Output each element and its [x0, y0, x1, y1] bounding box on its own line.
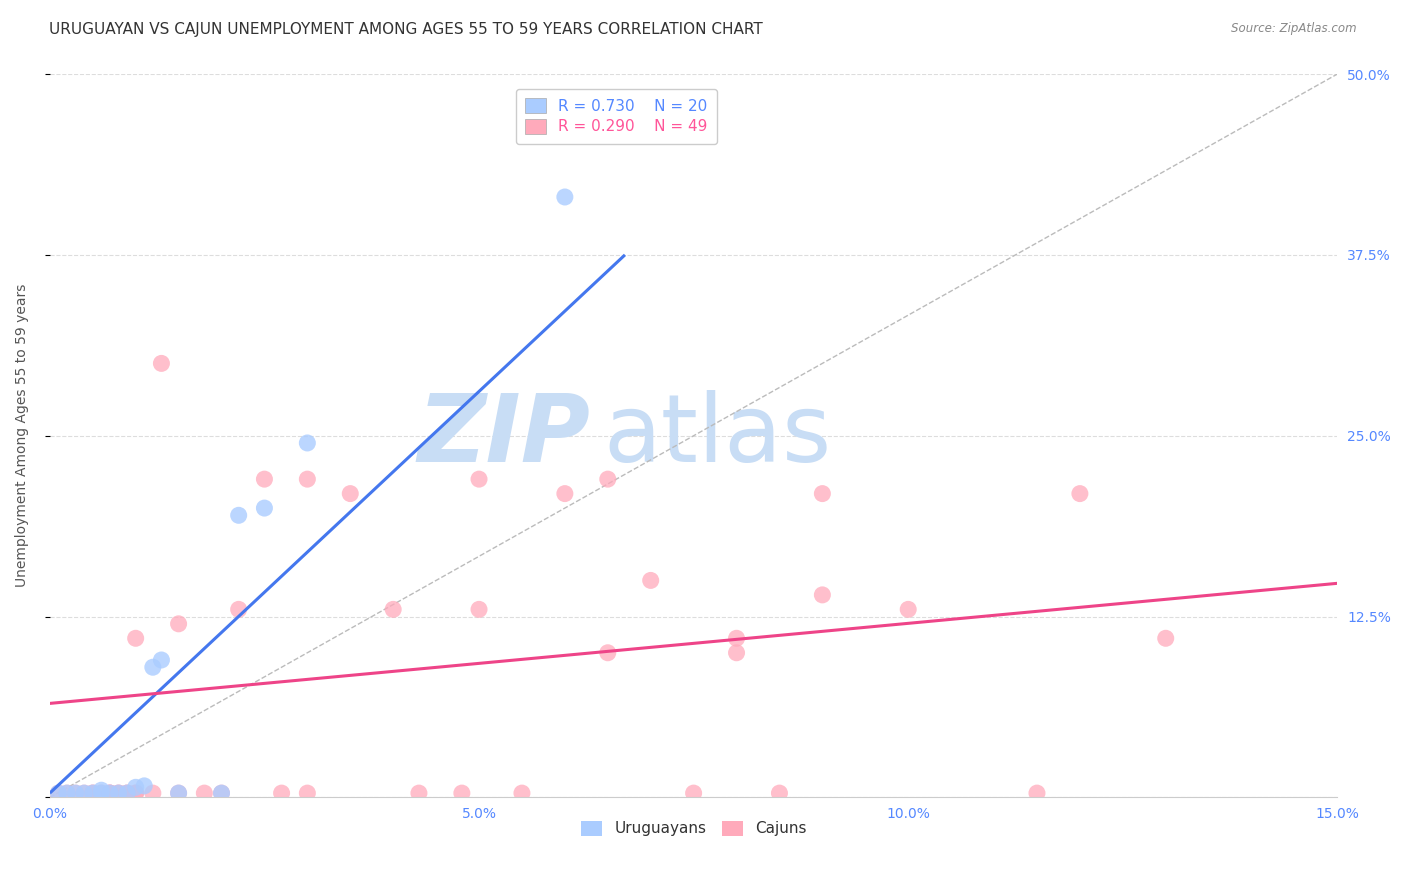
Point	[596, 646, 619, 660]
Point	[682, 786, 704, 800]
Point	[134, 779, 156, 793]
Point	[167, 786, 190, 800]
Text: ZIP: ZIP	[418, 390, 591, 482]
Point	[270, 786, 292, 800]
Point	[339, 486, 361, 500]
Point	[228, 508, 250, 523]
Point	[124, 786, 146, 800]
Point	[554, 190, 576, 204]
Point	[408, 786, 430, 800]
Point	[450, 786, 472, 800]
Point	[897, 602, 920, 616]
Point	[56, 786, 79, 800]
Point	[98, 786, 121, 800]
Point	[167, 616, 190, 631]
Point	[124, 632, 146, 646]
Point	[107, 786, 129, 800]
Point	[193, 786, 215, 800]
Y-axis label: Unemployment Among Ages 55 to 59 years: Unemployment Among Ages 55 to 59 years	[15, 284, 30, 588]
Point	[107, 786, 129, 800]
Point	[1154, 632, 1177, 646]
Point	[90, 786, 112, 800]
Text: atlas: atlas	[603, 390, 832, 482]
Point	[468, 602, 491, 616]
Point	[82, 786, 104, 800]
Point	[73, 786, 96, 800]
Point	[90, 786, 112, 800]
Point	[640, 574, 662, 588]
Point	[297, 786, 319, 800]
Point	[82, 786, 104, 800]
Point	[596, 472, 619, 486]
Point	[297, 472, 319, 486]
Point	[468, 472, 491, 486]
Point	[811, 588, 834, 602]
Point	[65, 786, 87, 800]
Point	[73, 786, 96, 800]
Point	[150, 653, 173, 667]
Point	[124, 780, 146, 795]
Point	[211, 786, 233, 800]
Point	[115, 786, 138, 800]
Point	[1069, 486, 1091, 500]
Point	[725, 632, 748, 646]
Point	[90, 783, 112, 797]
Point	[142, 786, 165, 800]
Point	[211, 786, 233, 800]
Legend: Uruguayans, Cajuns: Uruguayans, Cajuns	[574, 814, 814, 844]
Point	[725, 646, 748, 660]
Point	[56, 786, 79, 800]
Point	[98, 786, 121, 800]
Point	[115, 786, 138, 800]
Text: Source: ZipAtlas.com: Source: ZipAtlas.com	[1232, 22, 1357, 36]
Point	[510, 786, 533, 800]
Point	[48, 786, 70, 800]
Point	[811, 486, 834, 500]
Point	[107, 786, 129, 800]
Point	[142, 660, 165, 674]
Point	[253, 501, 276, 516]
Point	[382, 602, 405, 616]
Point	[48, 786, 70, 800]
Point	[768, 786, 790, 800]
Point	[115, 786, 138, 800]
Point	[98, 786, 121, 800]
Point	[124, 786, 146, 800]
Point	[1026, 786, 1049, 800]
Point	[98, 786, 121, 800]
Point	[228, 602, 250, 616]
Point	[82, 786, 104, 800]
Point	[253, 472, 276, 486]
Point	[554, 486, 576, 500]
Point	[297, 436, 319, 450]
Point	[167, 786, 190, 800]
Point	[65, 786, 87, 800]
Text: URUGUAYAN VS CAJUN UNEMPLOYMENT AMONG AGES 55 TO 59 YEARS CORRELATION CHART: URUGUAYAN VS CAJUN UNEMPLOYMENT AMONG AG…	[49, 22, 763, 37]
Point	[150, 356, 173, 370]
